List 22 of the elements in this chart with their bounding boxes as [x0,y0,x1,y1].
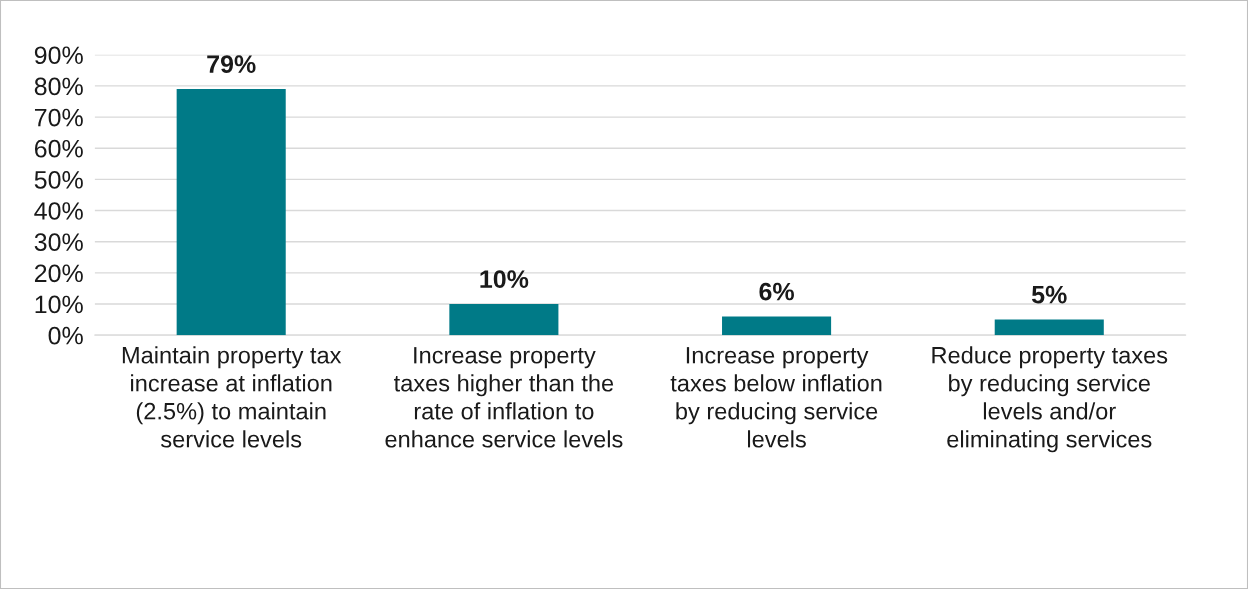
data-label: 10% [480,270,529,288]
y-tick-label: 80% [34,77,83,96]
y-tick-label: 70% [34,108,83,127]
y-tick-label: 30% [34,233,83,251]
data-label: 6% [759,282,794,301]
data-label: 5% [1031,285,1067,304]
y-tick-label: 50% [34,170,83,189]
x-tick-label: Reduce property taxes by reducing service levels and/or eliminating services [932,346,1168,453]
y-tick-label: 40% [34,202,83,220]
y-tick-label: 10% [35,295,83,314]
y-tick-label: 90% [34,46,83,65]
x-tick-label: Maintain property tax increase at inflation (2.5%) to maintain service levels [122,346,342,448]
bar [176,89,286,336]
bar [449,303,559,336]
bar [994,319,1104,336]
y-tick-label: 0% [48,326,83,345]
y-tick-label: 60% [34,139,83,158]
data-label: 79% [207,55,256,73]
x-tick-label: Increase property taxes higher than the rate of inflation to enhance service levels [385,347,623,448]
x-tick-label: Increase property taxes below inflation by reducing service levels [670,347,882,448]
y-tick-label: 20% [34,264,83,283]
bar [722,316,832,336]
